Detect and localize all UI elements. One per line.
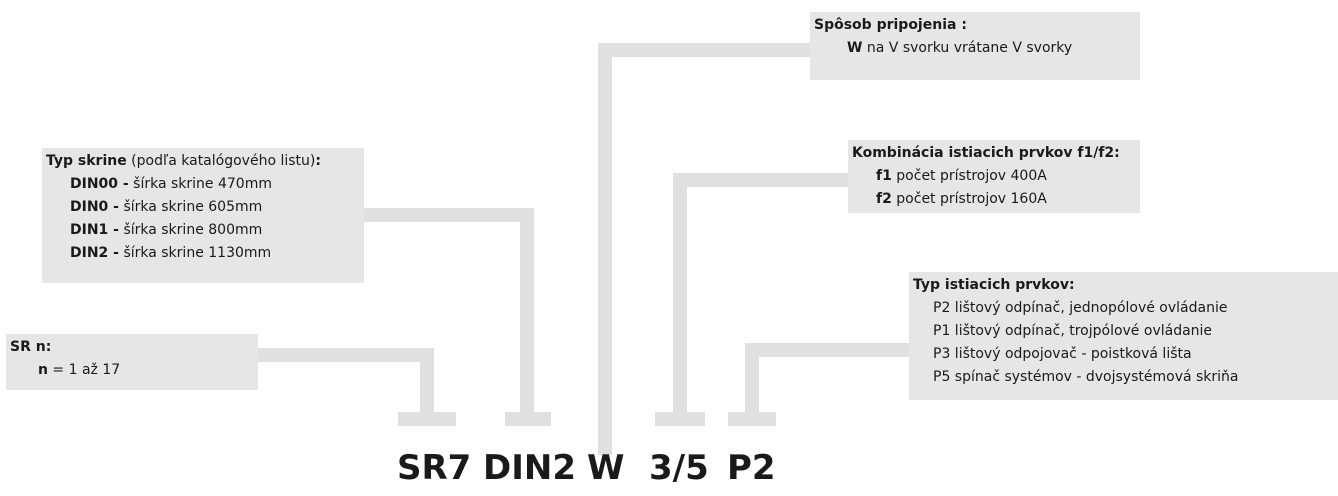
key: DIN2 - [70,245,119,261]
key: DIN00 - [70,176,129,192]
code-part: DIN2 [483,448,576,488]
code-part: SR7 [397,448,472,488]
connector [745,343,759,420]
text: P3 lištový odpojovač - poistková lišta [933,346,1192,362]
connector-cap [505,412,551,426]
box-title: SR n: [10,339,52,355]
suffix: : [315,153,321,169]
connector [362,208,534,222]
connector [673,173,687,420]
box-title: Kombinácia istiacich prvkov f1/f2: [852,145,1120,161]
text: šírka skrine 1130mm [123,245,272,261]
note: (podľa katalógového listu) [131,153,316,169]
connection-box: Spôsob pripojenia : W na V svorku vrátan… [810,12,1140,80]
code-part: P2 [727,448,776,488]
key: f1 [876,168,892,184]
text: počet prístrojov 400A [896,168,1047,184]
text: na V svorku vrátane V svorky [866,40,1073,56]
key: DIN0 - [70,199,119,215]
protection-box: Typ istiacich prvkov: P2 lištový odpínač… [909,272,1338,400]
text: P1 lištový odpínač, trojpólové ovládanie [933,323,1213,339]
box-title: Typ istiacich prvkov: [913,277,1075,293]
connector-cap [655,412,705,426]
connector-cap [728,412,776,426]
code-part: 3/5 [649,448,709,488]
text: šírka skrine 470mm [133,176,272,192]
connector [256,348,434,362]
code-part: W [587,448,625,488]
text: P2 lištový odpínač, jednopólové ovládani… [933,300,1228,316]
connector [673,173,850,187]
connector [420,348,434,420]
sr-box: SR n: n = 1 až 17 [6,334,258,390]
connector-cap [398,412,456,426]
connector [598,43,812,57]
connector [598,43,612,455]
text: počet prístrojov 160A [896,191,1047,207]
box-title: Typ skrine [46,153,127,169]
text: P5 spínač systémov - dvojsystémová skriň… [933,369,1239,385]
text: šírka skrine 605mm [123,199,263,215]
key: DIN1 - [70,222,119,238]
text: šírka skrine 800mm [123,222,263,238]
text: = 1 až 17 [52,362,121,378]
connector [745,343,911,357]
box-title: Spôsob pripojenia : [814,17,967,33]
connector-lines [256,43,911,455]
cabinet-box: Typ skrine (podľa katalógového listu): D… [42,148,364,283]
key: n [38,362,48,378]
combination-box: Kombinácia istiacich prvkov f1/f2: f1 po… [848,140,1140,213]
key: W [847,40,863,56]
key: f2 [876,191,892,207]
connector [520,208,534,420]
